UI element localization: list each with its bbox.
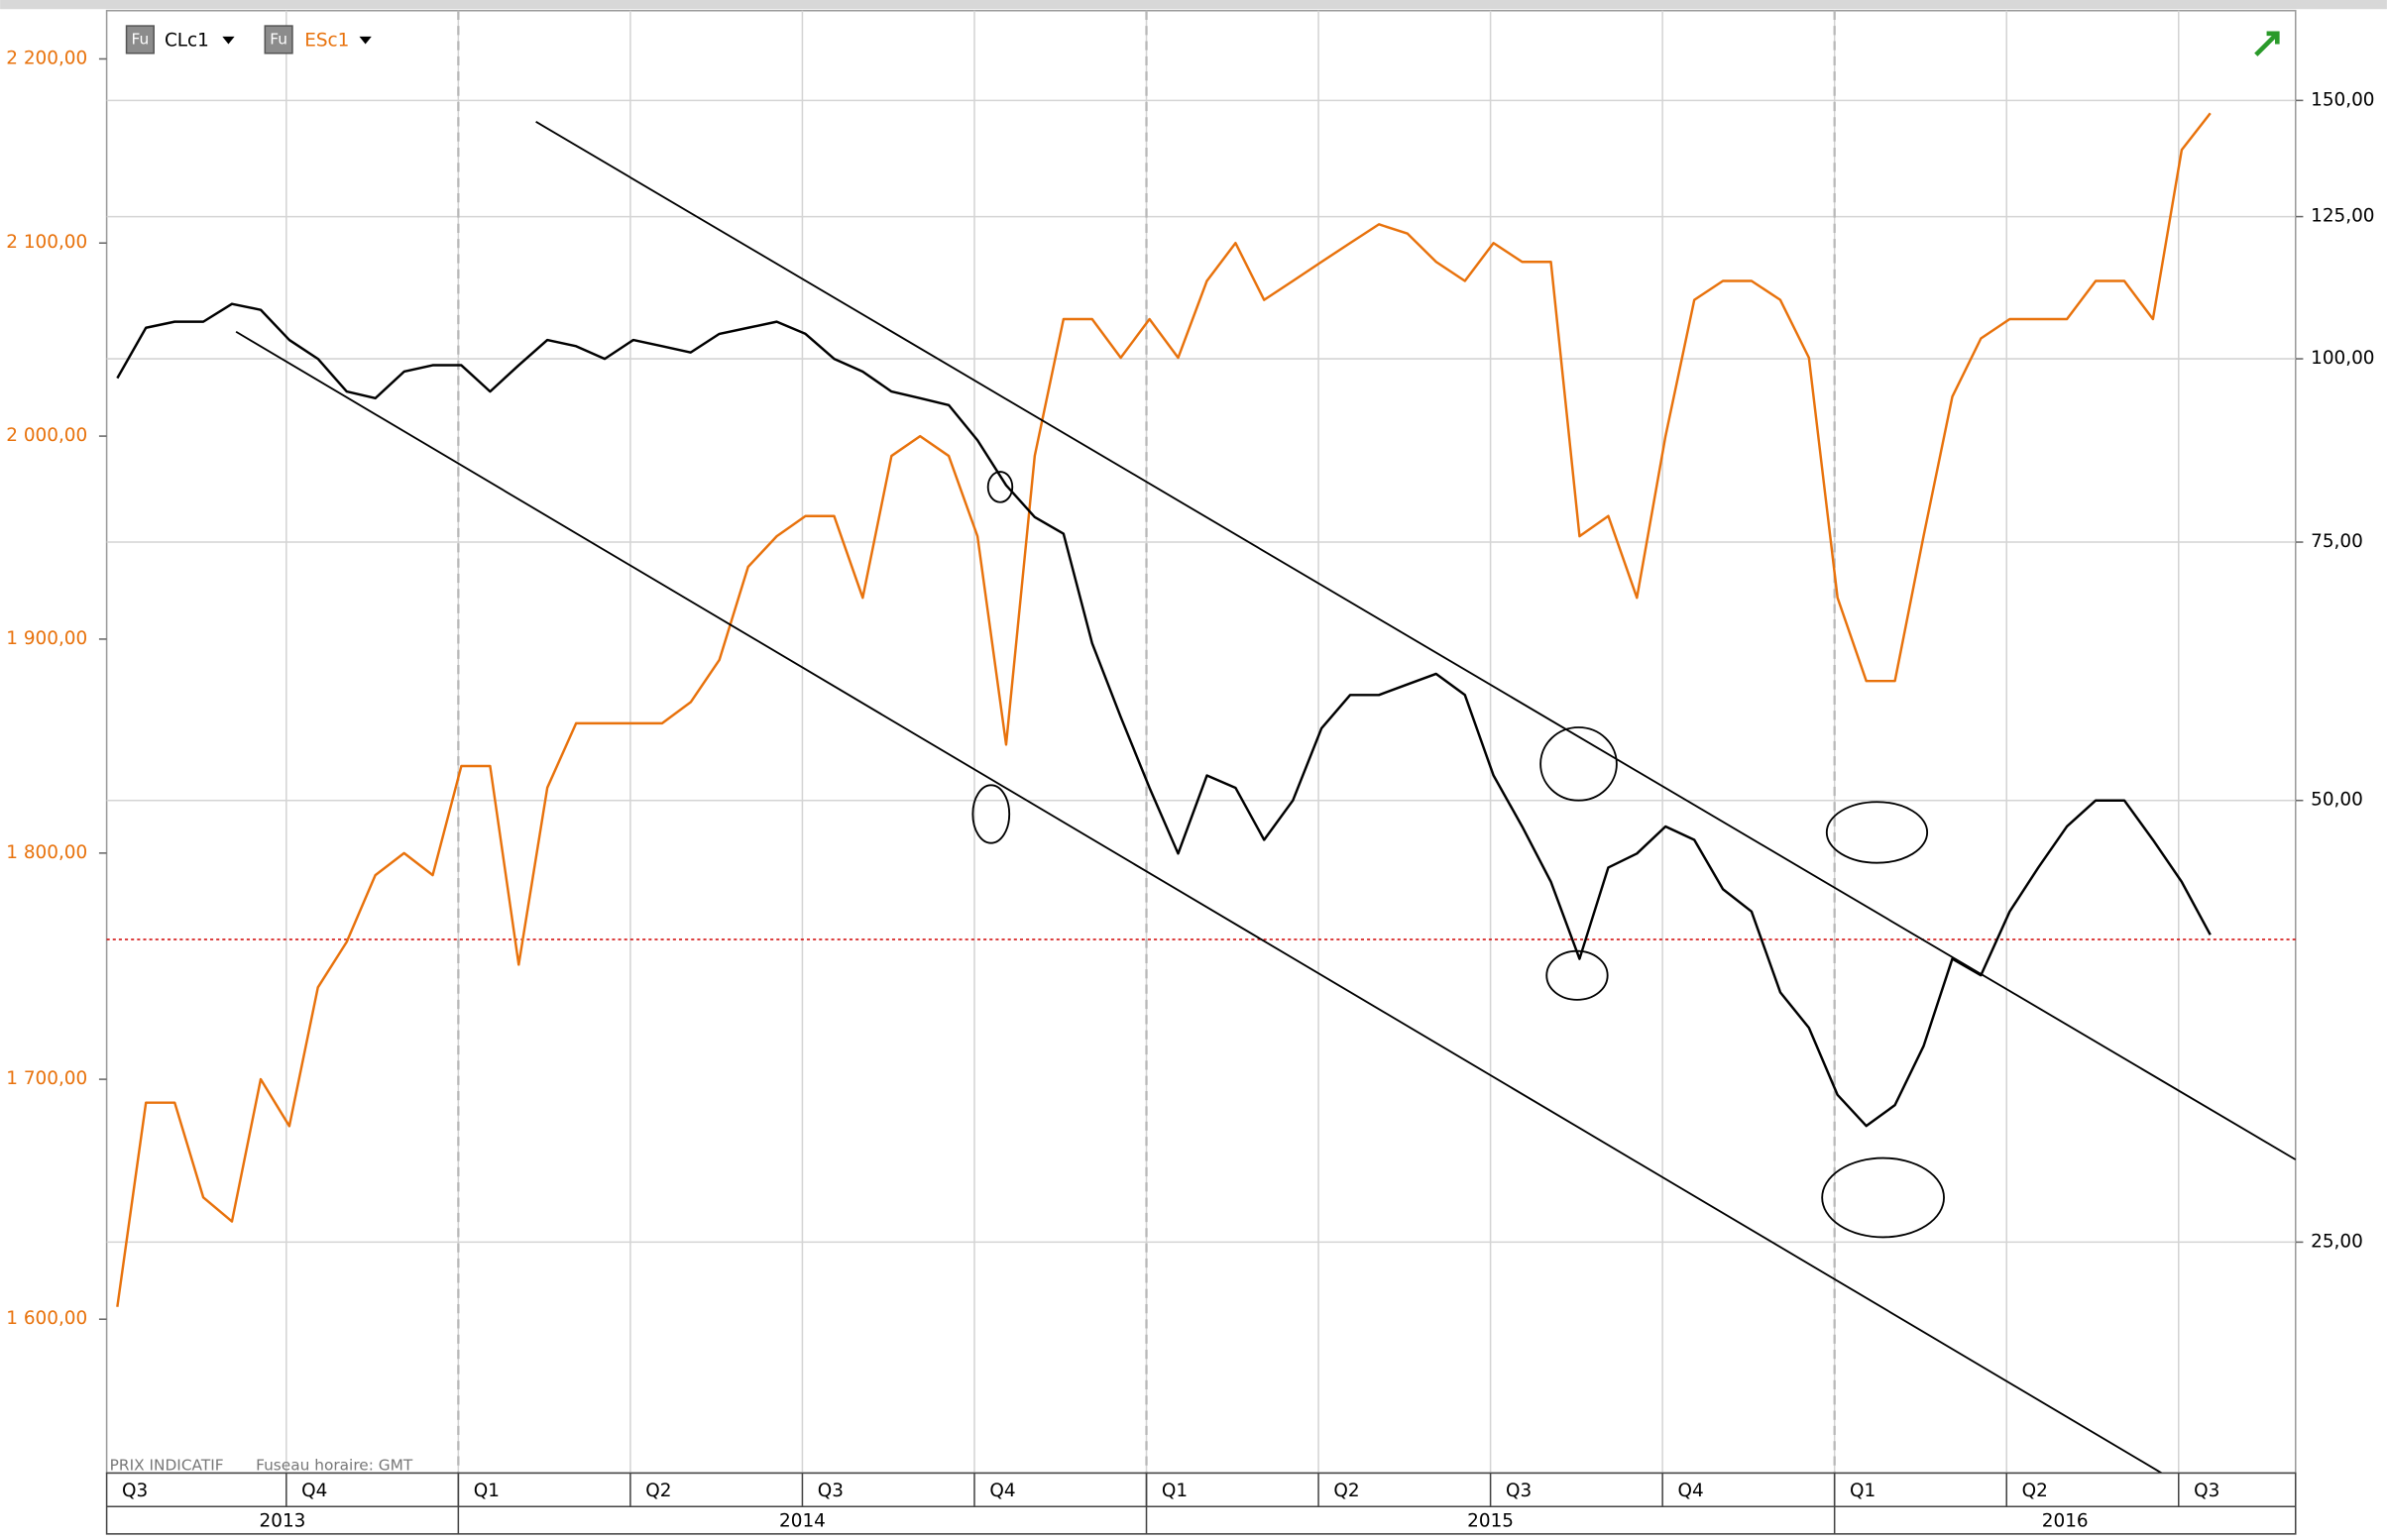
x-tick-label: Q3 [818, 1481, 844, 1501]
highlight-ellipse [986, 471, 1014, 503]
trend-line [235, 330, 2163, 1475]
x-tick-label: Q3 [1506, 1481, 1532, 1501]
x-tick-label: Q1 [474, 1481, 500, 1501]
series-line [116, 112, 2212, 1307]
series-layer [106, 112, 2296, 1307]
highlight-ellipse [1545, 949, 1609, 1001]
year-label: 2016 [2042, 1511, 2089, 1532]
y-tick-label: 1 900,00 [6, 628, 87, 649]
x-tick-label: Q4 [301, 1481, 327, 1501]
x-tick-label: Q2 [1333, 1481, 1359, 1501]
highlight-ellipse [1821, 1156, 1945, 1239]
series-line [116, 302, 2212, 1128]
y2-tick-label: 50,00 [2311, 790, 2363, 811]
legend-icon-label: Fu [132, 30, 150, 48]
footer-note: Fuseau horaire: GMT [256, 1456, 413, 1474]
annotations [235, 121, 2297, 1475]
highlight-ellipse [1825, 801, 1929, 864]
time-axis [105, 1472, 2297, 1535]
x-tick-label: Q1 [1850, 1481, 1876, 1501]
y-tick-label: 2 100,00 [6, 232, 87, 253]
top-bar [0, 0, 2387, 10]
x-tick-label: Q3 [122, 1481, 148, 1501]
y-tick-label: 2 000,00 [6, 425, 87, 446]
grid [106, 10, 2296, 1507]
x-tick-label: Q3 [2194, 1481, 2219, 1501]
x-tick-label: Q2 [645, 1481, 671, 1501]
highlight-ellipse [1539, 726, 1618, 802]
y-tick-label: 1 700,00 [6, 1068, 87, 1089]
y2-tick-label: 100,00 [2311, 348, 2374, 369]
y-tick-label: 1 800,00 [6, 842, 87, 863]
highlight-ellipse [971, 784, 1011, 844]
y2-tick-label: 150,00 [2311, 89, 2374, 110]
year-label: 2013 [260, 1511, 306, 1532]
footer-note: PRIX INDICATIF [110, 1456, 224, 1474]
year-label: 2015 [1467, 1511, 1514, 1532]
x-tick-label: Q1 [1162, 1481, 1188, 1501]
x-tick-label: Q2 [2022, 1481, 2048, 1501]
legend-entry[interactable]: ESc1 [304, 30, 349, 51]
trend-icon[interactable] [2254, 31, 2280, 56]
legend-icon-label: Fu [270, 30, 287, 48]
y-tick-label: 2 200,00 [6, 48, 87, 68]
x-tick-label: Q4 [1678, 1481, 1704, 1501]
legend-icon[interactable] [125, 25, 155, 55]
legend-icon[interactable] [264, 25, 293, 55]
legend-entry[interactable]: CLc1 [165, 30, 209, 51]
y-tick-label: 1 600,00 [6, 1308, 87, 1329]
y2-tick-label: 75,00 [2311, 531, 2363, 552]
y2-tick-label: 25,00 [2311, 1231, 2363, 1252]
trend-line [535, 121, 2297, 1160]
year-label: 2014 [779, 1511, 826, 1532]
x-tick-label: Q4 [989, 1481, 1015, 1501]
legend-dropdown[interactable] [359, 36, 372, 45]
y2-tick-label: 125,00 [2311, 206, 2374, 227]
legend-dropdown[interactable] [222, 36, 235, 45]
